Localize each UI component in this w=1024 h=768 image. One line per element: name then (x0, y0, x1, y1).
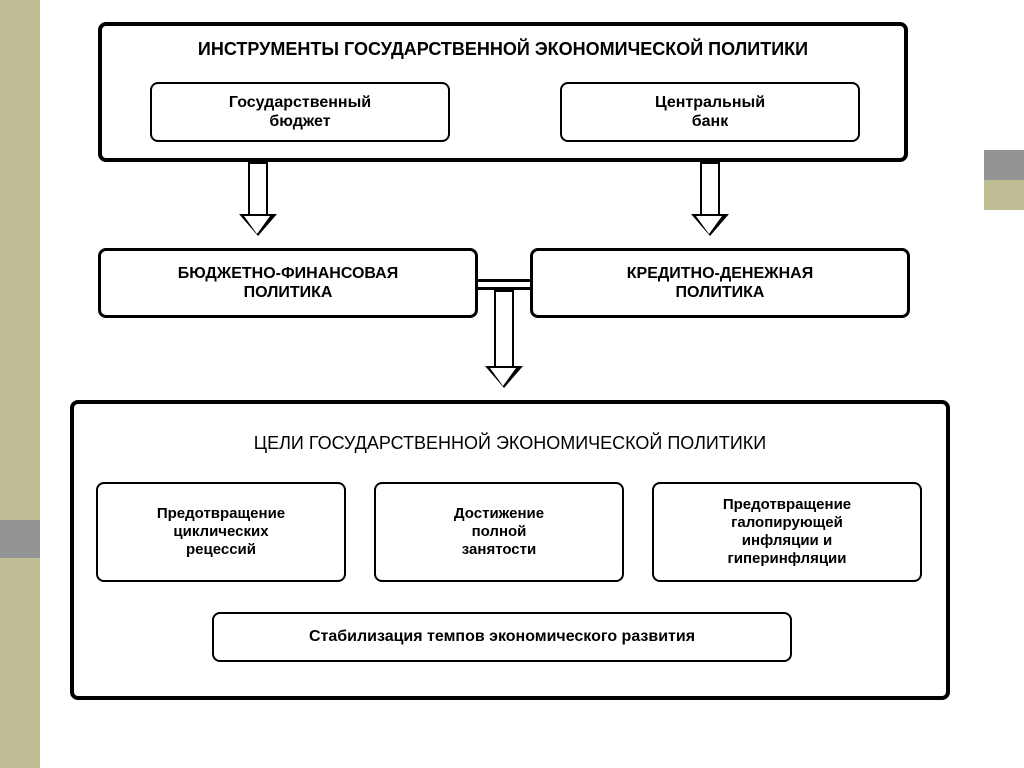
instrument-item-1-label: Центральныйбанк (655, 93, 765, 131)
goal-item-0-label: Предотвращениециклическихрецессий (157, 505, 285, 559)
left-square-accent (0, 520, 40, 558)
instruments-title: ИНСТРУМЕНТЫ ГОСУДАРСТВЕННОЙ ЭКОНОМИЧЕСКО… (118, 36, 888, 64)
instrument-item-1: Центральныйбанк (560, 82, 860, 142)
left-sidebar-decoration (0, 0, 40, 768)
right-accent-top (984, 150, 1024, 180)
goal-item-2: Предотвращениегалопирующейинфляции игипе… (652, 482, 922, 582)
diagram-canvas: ИНСТРУМЕНТЫ ГОСУДАРСТВЕННОЙ ЭКОНОМИЧЕСКО… (0, 0, 1024, 768)
instrument-item-0-label: Государственныйбюджет (229, 93, 371, 131)
goal-item-0: Предотвращениециклическихрецессий (96, 482, 346, 582)
policy-connector-top (478, 279, 530, 282)
goal-bottom-item: Стабилизация темпов экономического разви… (212, 612, 792, 662)
goals-title: ЦЕЛИ ГОСУДАРСТВЕННОЙ ЭКОНОМИЧЕСКОЙ ПОЛИТ… (110, 430, 910, 458)
goal-item-1-label: Достижениеполнойзанятости (454, 505, 544, 559)
policy-item-0-label: БЮДЖЕТНО-ФИНАНСОВАЯПОЛИТИКА (178, 264, 398, 302)
policy-item-0: БЮДЖЕТНО-ФИНАНСОВАЯПОЛИТИКА (98, 248, 478, 318)
instrument-item-0: Государственныйбюджет (150, 82, 450, 142)
right-accent-bottom (984, 180, 1024, 210)
goal-bottom-item-label: Стабилизация темпов экономического разви… (309, 627, 695, 646)
goal-item-2-label: Предотвращениегалопирующейинфляции игипе… (723, 496, 851, 568)
policy-item-1: КРЕДИТНО-ДЕНЕЖНАЯПОЛИТИКА (530, 248, 910, 318)
policy-item-1-label: КРЕДИТНО-ДЕНЕЖНАЯПОЛИТИКА (627, 264, 813, 302)
goal-item-1: Достижениеполнойзанятости (374, 482, 624, 582)
